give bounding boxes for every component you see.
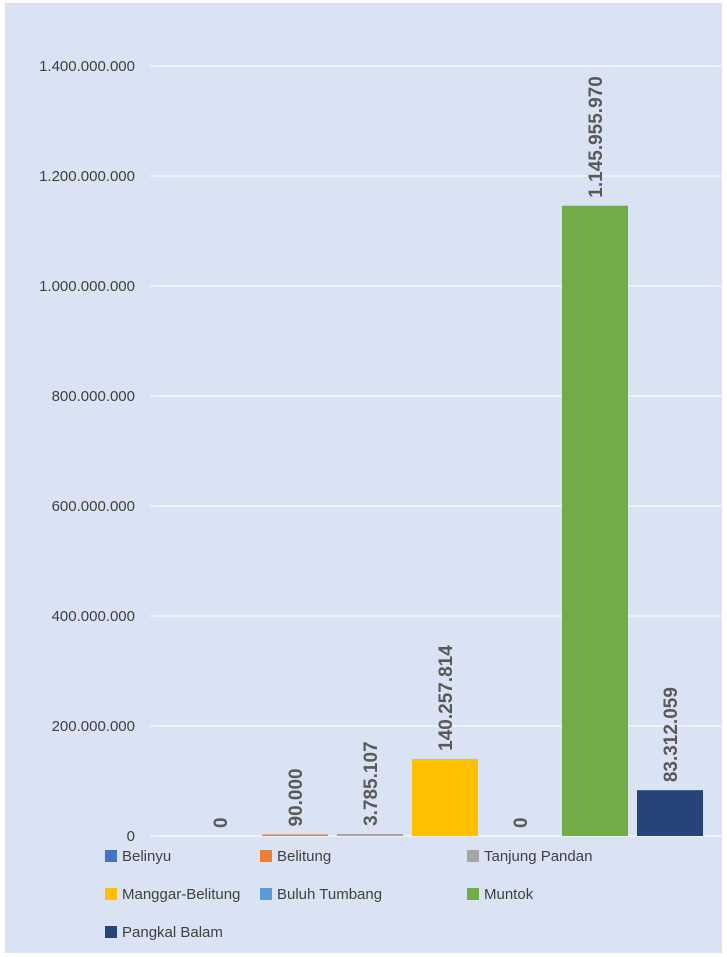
legend-item: Pangkal Balam: [105, 924, 223, 941]
legend-swatch: [260, 850, 272, 862]
data-label: 90.000: [286, 768, 307, 826]
data-label: 0: [211, 817, 232, 828]
legend: Belinyu Belitung Tanjung Pandan Manggar-Bel…: [105, 848, 592, 941]
bar-manggar-belitung: [412, 758, 478, 836]
legend-swatch: [467, 850, 479, 862]
legend-label: Pangkal Balam: [122, 924, 223, 941]
data-label: 3.785.107: [361, 741, 382, 826]
data-labels: 0 90.000 3.785.107 140.257.814 0 1.145.955.97…: [211, 76, 682, 828]
bar-muntok: [562, 205, 628, 836]
y-tick-label: 800.000.000: [52, 388, 135, 405]
y-tick-label: 1.400.000.000: [39, 58, 135, 75]
bar-belitung: [262, 834, 328, 836]
legend-swatch: [105, 888, 117, 900]
legend-item: Belitung: [260, 848, 331, 865]
legend-item: Muntok: [467, 886, 534, 903]
legend-swatch: [467, 888, 479, 900]
data-label: 1.145.955.970: [586, 76, 607, 198]
legend-item: Belinyu: [105, 848, 171, 865]
legend-swatch: [105, 850, 117, 862]
y-tick-label: 400.000.000: [52, 608, 135, 625]
legend-item: Tanjung Pandan: [467, 848, 592, 865]
bar-tanjung-pandan: [337, 833, 403, 836]
legend-label: Buluh Tumbang: [277, 886, 382, 903]
legend-label: Belitung: [277, 848, 331, 865]
y-tick-label: 0: [127, 828, 135, 845]
data-label: 140.257.814: [436, 645, 457, 751]
legend-label: Tanjung Pandan: [484, 848, 592, 865]
legend-swatch: [260, 888, 272, 900]
legend-swatch: [105, 926, 117, 938]
y-axis-ticks: 0 200.000.000 400.000.000 600.000.000 800.00…: [39, 58, 135, 845]
legend-label: Belinyu: [122, 848, 171, 865]
bars: [262, 205, 703, 836]
y-tick-label: 1.200.000.000: [39, 168, 135, 185]
legend-item: Buluh Tumbang: [260, 886, 382, 903]
y-tick-label: 200.000.000: [52, 718, 135, 735]
y-tick-label: 1.000.000.000: [39, 278, 135, 295]
data-label: 83.312.059: [661, 687, 682, 782]
bar-chart: 0 200.000.000 400.000.000 600.000.000 800.00…: [39, 58, 722, 941]
gridlines: [150, 65, 722, 837]
data-label: 0: [511, 817, 532, 828]
bar-pangkal-balam: [637, 790, 703, 836]
legend-item: Manggar-Belitung: [105, 886, 240, 903]
legend-label: Muntok: [484, 886, 534, 903]
y-tick-label: 600.000.000: [52, 498, 135, 515]
chart-area: 0 200.000.000 400.000.000 600.000.000 800.00…: [5, 3, 722, 953]
legend-label: Manggar-Belitung: [122, 886, 240, 903]
